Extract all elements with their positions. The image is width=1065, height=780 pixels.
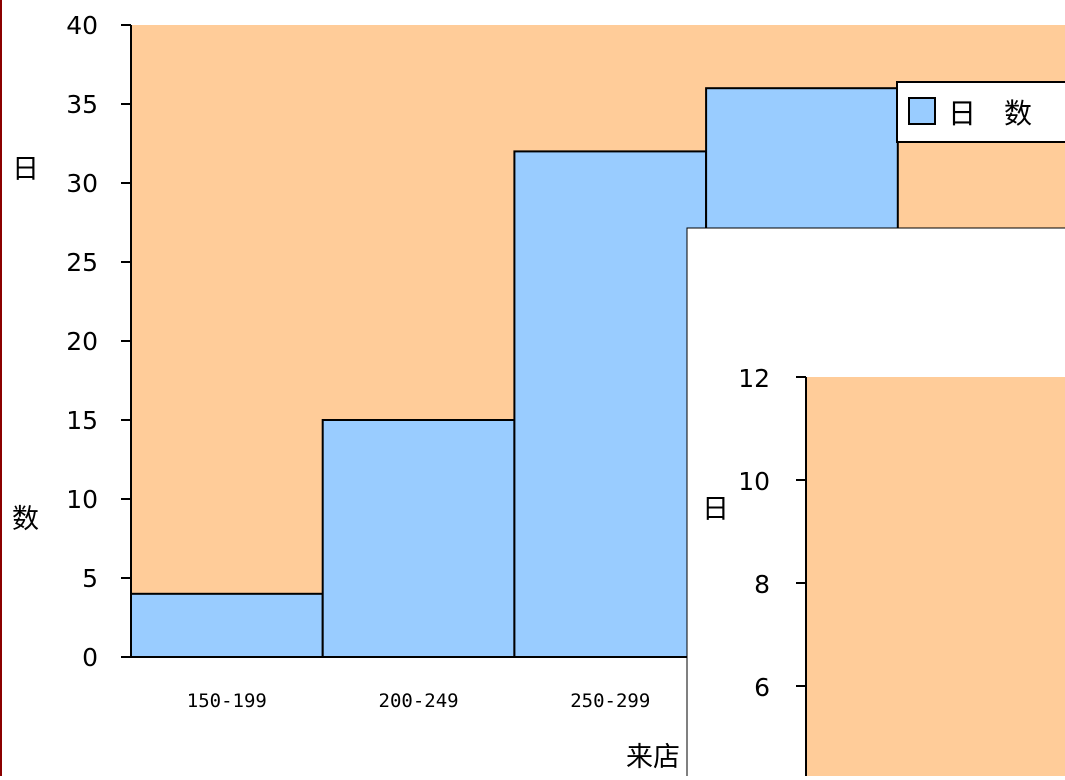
inset-plot-area [806, 377, 1065, 780]
main-y-label-char-2: 数 [12, 504, 39, 535]
y-tick-label: 40 [66, 11, 98, 40]
y-tick-label: 10 [66, 485, 98, 514]
x-tick-label: 150-199 [187, 690, 267, 712]
x-tick-label: 200-249 [379, 690, 459, 712]
inset-y-label-char-1: 日 [702, 494, 729, 525]
y-tick-label: 5 [82, 564, 98, 593]
inset-y-tick-label: 12 [738, 364, 770, 393]
window-edge [0, 0, 2, 776]
main-y-label-char-1: 日 [12, 154, 39, 185]
bar-250-299 [513, 150, 708, 658]
inset-y-tick-label: 10 [738, 467, 770, 496]
y-tick-label: 15 [66, 406, 98, 435]
main-x-label: 来店 [626, 742, 680, 773]
legend-label: 日 数 [948, 97, 1032, 130]
main-y-ticks: 0 5 10 15 20 25 30 35 40 [66, 11, 131, 672]
y-tick-label: 20 [66, 327, 98, 356]
legend: 日 数 [896, 81, 1065, 143]
legend-swatch [908, 97, 936, 125]
inset-y-tick-label: 8 [754, 570, 770, 599]
y-tick-label: 0 [82, 643, 98, 672]
bar-150-199 [130, 592, 324, 658]
y-tick-label: 35 [66, 90, 98, 119]
inset-chart: 4681012 日 [686, 227, 1065, 780]
bar-200-249 [321, 419, 516, 658]
y-tick-label: 30 [66, 169, 98, 198]
inset-y-tick-label: 6 [754, 673, 770, 702]
y-tick-label: 25 [66, 248, 98, 277]
x-tick-label: 250-299 [570, 690, 650, 712]
